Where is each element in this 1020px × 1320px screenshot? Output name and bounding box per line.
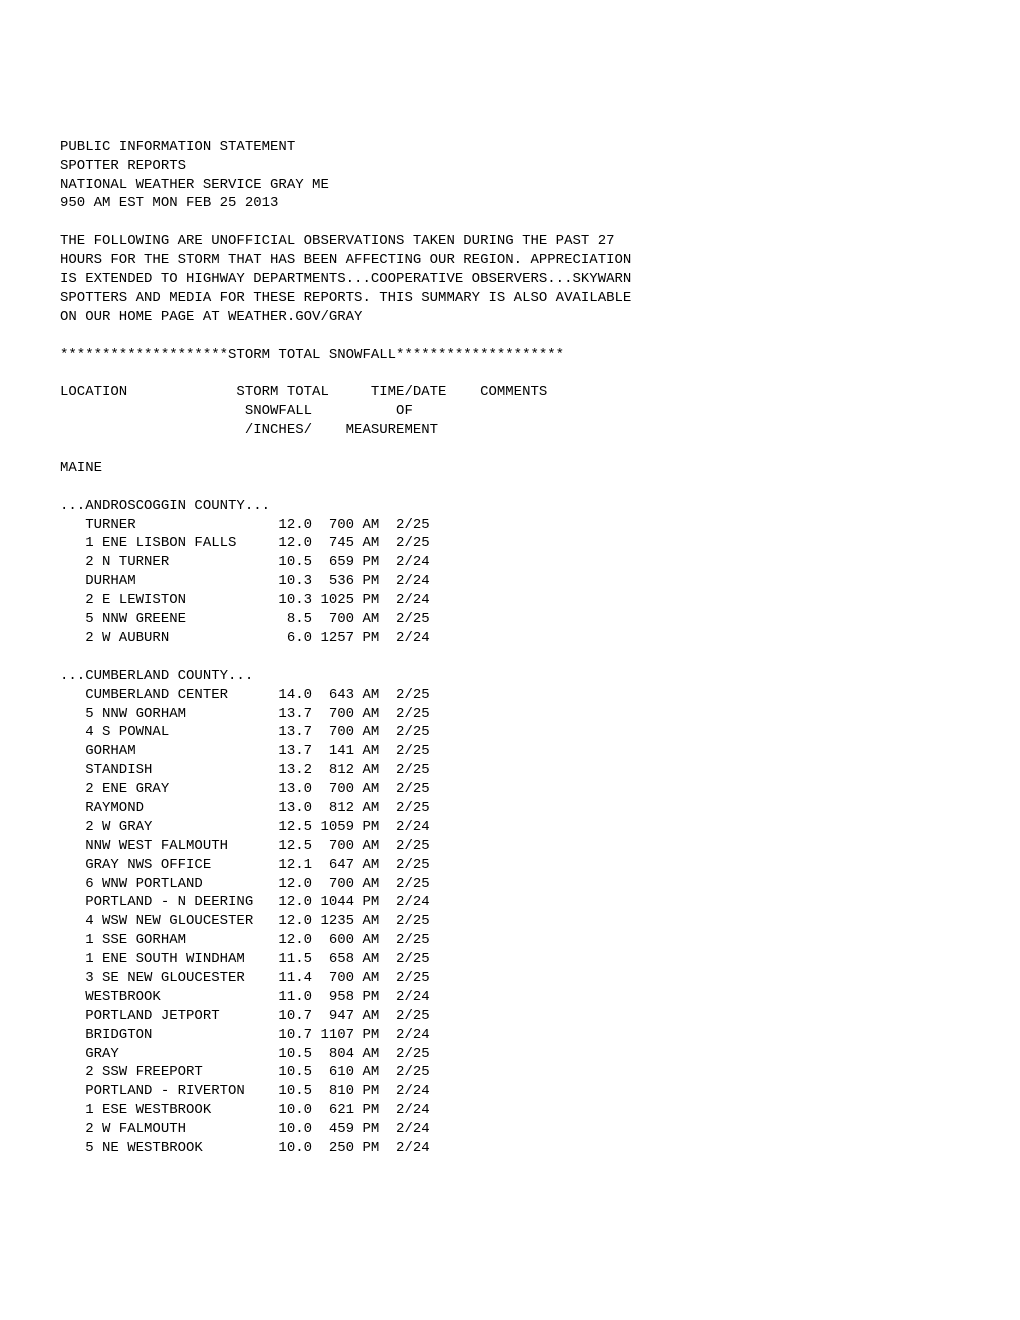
document-content: PUBLIC INFORMATION STATEMENT SPOTTER REP…: [60, 138, 960, 1158]
intro-line-4: SPOTTERS AND MEDIA FOR THESE REPORTS. TH…: [60, 290, 631, 306]
header-line-3: NATIONAL WEATHER SERVICE GRAY ME: [60, 177, 329, 193]
header-line-1: PUBLIC INFORMATION STATEMENT: [60, 139, 295, 155]
intro-line-3: IS EXTENDED TO HIGHWAY DEPARTMENTS...COO…: [60, 271, 631, 287]
header-line-2: SPOTTER REPORTS: [60, 158, 186, 174]
intro-line-5: ON OUR HOME PAGE AT WEATHER.GOV/GRAY: [60, 309, 362, 325]
header-line-4: 950 AM EST MON FEB 25 2013: [60, 195, 278, 211]
table-header-3: /INCHES/ MEASUREMENT: [60, 422, 438, 438]
table-header-2: SNOWFALL OF: [60, 403, 413, 419]
intro-line-1: THE FOLLOWING ARE UNOFFICIAL OBSERVATION…: [60, 233, 615, 249]
intro-line-2: HOURS FOR THE STORM THAT HAS BEEN AFFECT…: [60, 252, 631, 268]
counties-container: ...ANDROSCOGGIN COUNTY... TURNER 12.0 70…: [60, 498, 430, 1156]
table-header-1: LOCATION STORM TOTAL TIME/DATE COMMENTS: [60, 384, 547, 400]
state-label: MAINE: [60, 460, 102, 476]
divider: ********************STORM TOTAL SNOWFALL…: [60, 347, 564, 363]
